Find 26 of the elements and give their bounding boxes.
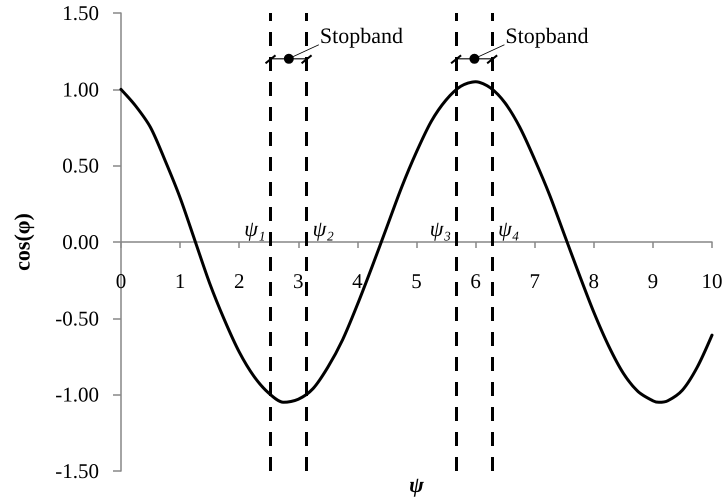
x-axis-title: ψ <box>409 472 424 497</box>
annotation: Stopband <box>505 22 589 48</box>
x-tick-label: 5 <box>411 269 422 293</box>
x-tick-label: 10 <box>702 269 722 293</box>
y-axis-title: cos(φ) <box>10 213 34 271</box>
x-tick-label: 6 <box>470 269 481 293</box>
annotation: Stopband <box>320 22 403 48</box>
ref-line-label: ψ₁ <box>244 216 266 241</box>
y-tick-label: 0.50 <box>62 154 99 178</box>
x-tick-label: 4 <box>352 269 364 293</box>
x-tick-label: 1 <box>174 269 186 293</box>
y-tick-label: 1.00 <box>62 77 99 102</box>
x-tick-label: 8 <box>588 269 600 293</box>
ref-line-label: ψ₂ <box>312 216 334 241</box>
x-tick-label: 3 <box>293 269 304 293</box>
y-tick-label: 0.00 <box>62 230 99 254</box>
x-tick-label: 0 <box>116 269 126 293</box>
ref-line-label: ψ₃ <box>430 216 452 241</box>
x-tick-label: 7 <box>529 269 540 293</box>
y-tick-label: 1.50 <box>62 1 99 25</box>
y-tick-label: -1.00 <box>55 382 99 407</box>
ref-line-label: ψ₄ <box>498 216 520 241</box>
y-tick-label: -0.50 <box>55 306 99 330</box>
x-tick-label: 2 <box>234 269 244 293</box>
x-tick-label: 9 <box>648 269 658 293</box>
y-tick-label: -1.50 <box>55 459 99 483</box>
